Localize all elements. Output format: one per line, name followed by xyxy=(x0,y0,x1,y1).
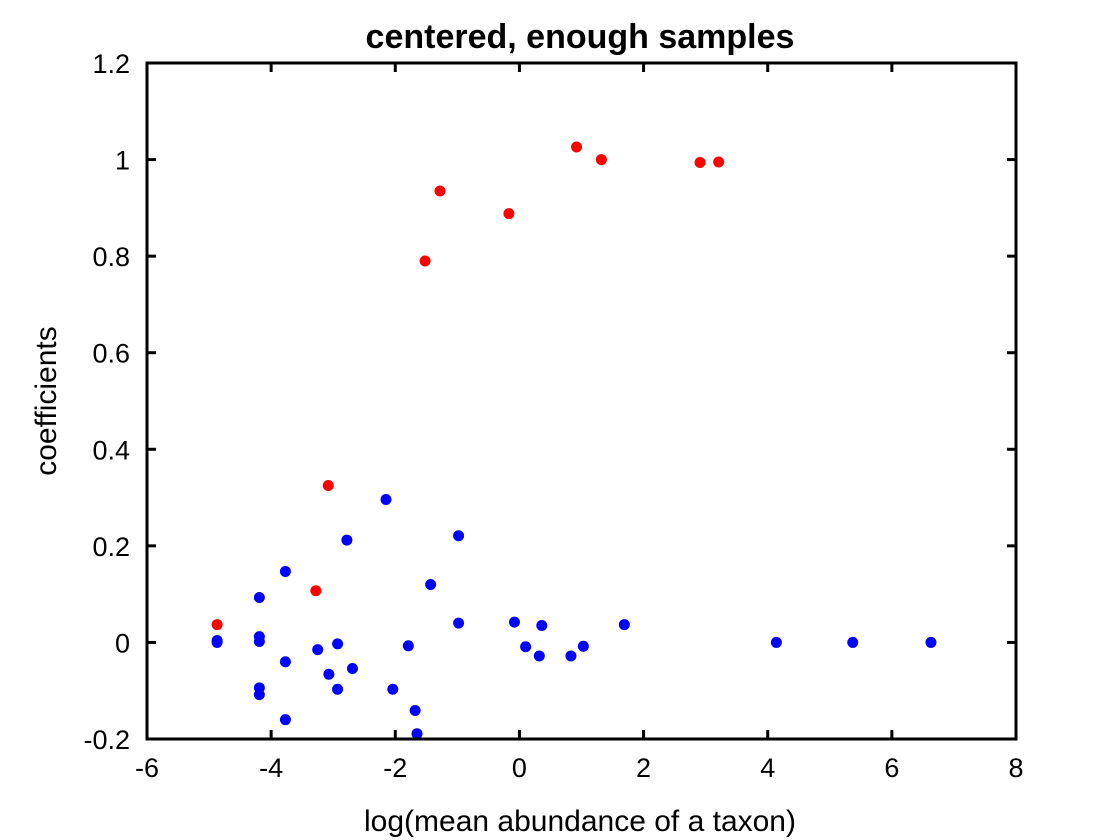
y-tick-label: 0.6 xyxy=(92,339,130,369)
x-tick-label: 2 xyxy=(636,753,651,783)
data-point-red xyxy=(322,480,334,491)
data-point-blue xyxy=(520,641,532,653)
data-point-blue xyxy=(312,644,324,656)
data-point-blue xyxy=(253,635,265,647)
data-point-blue xyxy=(409,705,421,717)
x-tick-label: 8 xyxy=(1008,753,1023,783)
data-point-blue xyxy=(279,565,291,577)
data-point-blue xyxy=(565,650,577,662)
y-tick-label: 1 xyxy=(115,146,130,176)
data-point-red xyxy=(310,585,322,597)
data-point-blue xyxy=(341,534,353,546)
data-point-blue xyxy=(508,616,520,628)
data-point-red xyxy=(434,185,446,197)
x-tick-label: -6 xyxy=(135,753,159,783)
data-point-blue xyxy=(253,689,265,701)
y-tick-label: 0 xyxy=(115,628,130,658)
data-point-blue xyxy=(211,634,223,646)
data-point-blue xyxy=(411,728,423,740)
data-point-blue xyxy=(332,683,344,695)
x-tick-label: 6 xyxy=(884,753,899,783)
chart-title: centered, enough samples xyxy=(366,18,795,56)
axis-ticks: -6 -4 -2 0 2 4 6 8 -0.2 0 0.2 0.4 0.6 0.8 1 1.2 xyxy=(83,49,1023,783)
data-point-blue xyxy=(332,638,344,650)
plot-frame xyxy=(145,61,1018,741)
data-point-blue xyxy=(453,530,465,542)
y-tick-label: 0.8 xyxy=(92,242,130,272)
data-point-red xyxy=(595,154,607,166)
x-tick-label: -2 xyxy=(383,753,407,783)
data-point-red xyxy=(694,156,706,168)
y-tick-label: 1.2 xyxy=(92,49,130,79)
data-point-blue xyxy=(279,656,291,668)
data-point-blue xyxy=(279,714,291,726)
data-point-blue xyxy=(925,636,937,648)
data-point-blue xyxy=(425,578,437,590)
data-point-blue xyxy=(453,617,465,629)
data-point-red xyxy=(211,619,223,631)
y-tick-label: 0.4 xyxy=(92,435,130,465)
x-tick-label: -4 xyxy=(259,753,283,783)
data-point-red xyxy=(419,255,431,267)
data-point-blue xyxy=(847,636,859,648)
data-point-blue xyxy=(618,619,630,631)
x-tick-label: 4 xyxy=(760,753,775,783)
data-point-blue xyxy=(387,683,399,695)
data-point-blue xyxy=(533,650,545,662)
data-point-blue xyxy=(770,636,782,648)
x-tick-label: 0 xyxy=(512,753,527,783)
y-axis-label: coefficients xyxy=(30,326,63,476)
data-point-blue xyxy=(323,668,335,680)
data-points xyxy=(211,141,937,740)
data-point-blue xyxy=(380,494,392,506)
data-point-blue xyxy=(402,640,414,652)
x-axis-label: log(mean abundance of a taxon) xyxy=(364,805,796,838)
data-point-blue xyxy=(577,640,589,652)
data-point-blue xyxy=(346,663,358,675)
y-tick-label: -0.2 xyxy=(83,725,130,755)
data-point-red xyxy=(713,156,725,168)
data-point-red xyxy=(503,208,515,220)
data-point-blue xyxy=(253,592,265,604)
data-point-red xyxy=(571,141,583,153)
y-tick-label: 0.2 xyxy=(92,532,130,562)
data-point-blue xyxy=(536,620,548,632)
